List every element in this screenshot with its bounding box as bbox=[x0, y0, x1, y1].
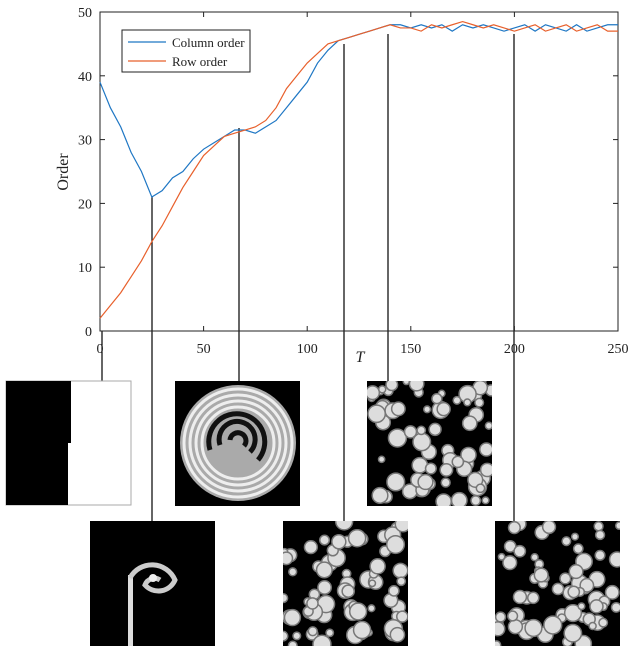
thumbnail-5 bbox=[367, 381, 492, 506]
x-tick-label: 150 bbox=[400, 342, 421, 357]
legend-label: Column order bbox=[172, 35, 245, 50]
plot-frame bbox=[99, 11, 619, 332]
legend: Column order Row order bbox=[121, 29, 251, 73]
thumbnail-2 bbox=[90, 521, 215, 646]
y-axis-label: Order bbox=[55, 153, 72, 191]
x-tick-label: 50 bbox=[197, 342, 211, 357]
thumbnail-3 bbox=[175, 381, 300, 506]
x-tick-label: 250 bbox=[608, 342, 629, 357]
y-tick-label: 0 bbox=[85, 325, 92, 340]
y-tick-label: 50 bbox=[78, 6, 92, 21]
x-tick-label: 200 bbox=[504, 342, 525, 357]
legend-label: Row order bbox=[172, 54, 228, 69]
x-tick-label: 0 bbox=[97, 342, 104, 357]
thumbnail-4 bbox=[283, 521, 408, 646]
legend-box bbox=[121, 29, 251, 73]
series-line bbox=[99, 20, 618, 319]
x-axis-label: T bbox=[356, 349, 366, 366]
connectors bbox=[101, 34, 515, 521]
x-tick-label: 100 bbox=[297, 342, 318, 357]
y-tick-label: 20 bbox=[78, 197, 92, 212]
y-tick-label: 40 bbox=[78, 70, 92, 85]
plot: 0 50 100 150 200 250 0 10 20 30 40 50 bbox=[78, 6, 629, 357]
y-tick-label: 30 bbox=[78, 134, 92, 149]
y-tick-label: 10 bbox=[78, 261, 92, 276]
thumbnail-6 bbox=[495, 521, 620, 646]
thumbnail-1 bbox=[5, 380, 132, 506]
